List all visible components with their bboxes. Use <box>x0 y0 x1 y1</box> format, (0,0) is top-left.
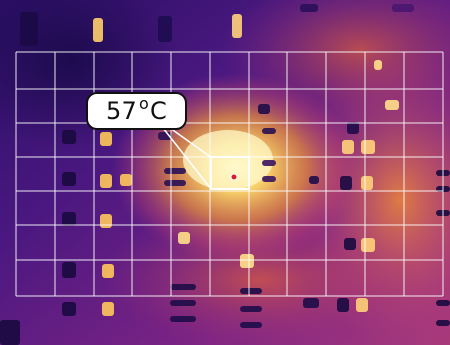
board-component <box>102 302 114 316</box>
board-component <box>347 122 359 134</box>
board-component <box>0 320 20 345</box>
board-component <box>100 174 112 188</box>
board-component <box>337 298 349 312</box>
board-component <box>232 14 242 38</box>
hot-spot-core <box>183 130 273 190</box>
board-component <box>361 176 373 190</box>
board-component <box>303 298 319 308</box>
board-component <box>120 174 132 186</box>
board-component <box>170 300 196 306</box>
board-component <box>170 316 196 322</box>
board-component <box>361 238 375 252</box>
board-component <box>309 176 319 184</box>
board-component <box>62 262 76 278</box>
board-component <box>300 4 318 12</box>
board-component <box>258 104 270 114</box>
board-component <box>164 180 186 186</box>
board-component <box>62 130 76 144</box>
board-component <box>344 238 356 250</box>
board-components <box>0 4 450 345</box>
board-component <box>62 302 76 316</box>
board-component <box>340 176 352 190</box>
board-component <box>374 60 382 70</box>
board-component <box>361 140 375 154</box>
board-component <box>164 168 186 174</box>
board-component <box>170 284 196 290</box>
board-component <box>158 16 172 42</box>
board-component <box>240 306 262 312</box>
temperature-value: 57 <box>106 97 137 125</box>
spot-marker <box>230 173 238 181</box>
board-component <box>62 212 76 226</box>
board-component <box>342 140 354 154</box>
board-component <box>392 4 414 12</box>
board-component <box>20 12 38 46</box>
temperature-readout: 57 o C <box>86 92 187 130</box>
board-component <box>178 232 190 244</box>
board-component <box>356 298 368 312</box>
board-component <box>100 214 112 228</box>
board-component <box>436 300 450 306</box>
temperature-unit: C <box>149 97 167 125</box>
measurement-box <box>210 156 250 190</box>
board-component <box>102 264 114 278</box>
board-component <box>262 176 276 182</box>
degree-symbol: o <box>138 93 149 113</box>
board-component <box>240 322 262 328</box>
board-component <box>62 172 76 186</box>
board-component <box>385 100 399 110</box>
board-component <box>100 132 112 146</box>
board-component <box>262 128 276 134</box>
board-component <box>436 320 450 326</box>
board-component <box>240 288 262 294</box>
board-component <box>93 18 103 42</box>
board-component <box>262 160 276 166</box>
leader-line-bottom <box>162 127 212 190</box>
leader-line-top <box>169 127 213 159</box>
board-component <box>240 254 254 268</box>
